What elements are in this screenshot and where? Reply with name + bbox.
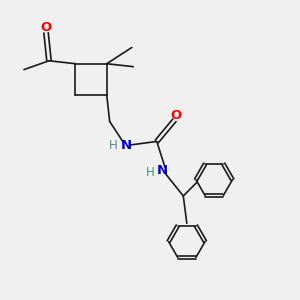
Text: H: H bbox=[109, 139, 118, 152]
Text: O: O bbox=[170, 109, 182, 122]
Text: O: O bbox=[40, 21, 52, 34]
Text: N: N bbox=[120, 139, 131, 152]
Text: H: H bbox=[146, 166, 155, 179]
Text: N: N bbox=[157, 164, 168, 177]
